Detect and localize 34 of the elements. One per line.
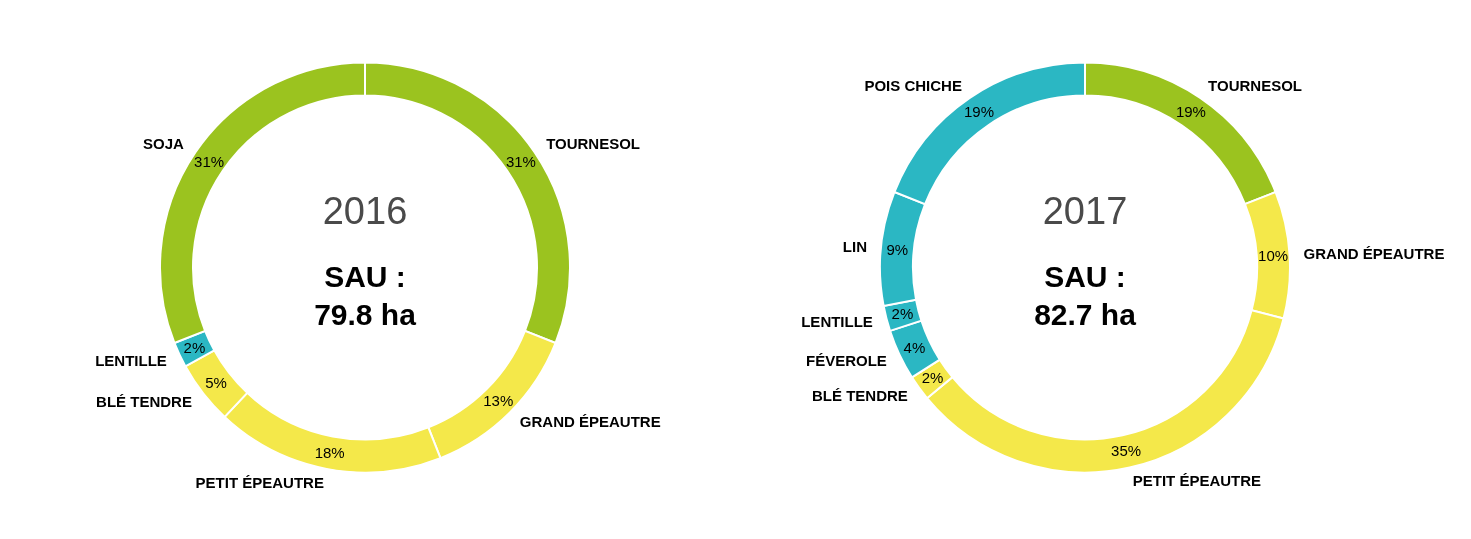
data-label: 2% xyxy=(891,305,914,323)
data-label: 13% xyxy=(483,391,514,409)
data-label: 19% xyxy=(1175,102,1206,120)
data-label: 31% xyxy=(194,152,225,170)
data-label: 10% xyxy=(1258,246,1289,264)
slice-label: SOJA xyxy=(143,135,185,153)
text: 2017 xyxy=(1042,189,1128,232)
data-label: 2% xyxy=(183,338,206,356)
slice-label: PETIT ÉPEAUTRE xyxy=(1132,472,1262,490)
text: SAU : xyxy=(1044,259,1126,293)
text: SAU : xyxy=(324,259,406,293)
data-label: 4% xyxy=(903,338,926,356)
slice-label: POIS CHICHE xyxy=(864,77,962,95)
slice-label: FÉVEROLE xyxy=(805,351,887,369)
text: 2016 xyxy=(322,189,408,232)
data-label: 9% xyxy=(886,240,909,258)
text: 82.7 ha xyxy=(1034,297,1137,331)
slice-label: TOURNESOL xyxy=(546,135,641,153)
slice-label: TOURNESOL xyxy=(1208,77,1302,95)
text: 79.8 ha xyxy=(314,297,417,331)
data-label: 19% xyxy=(964,102,995,120)
slice-label: BLÉ TENDRE xyxy=(96,392,192,410)
slice-label: LENTILLE xyxy=(801,312,873,330)
data-label: 2% xyxy=(921,369,944,387)
slice-label: BLÉ TENDRE xyxy=(811,387,908,405)
data-label: 31% xyxy=(505,152,536,170)
slice-label: LIN xyxy=(842,237,867,255)
slice-label: GRAND ÉPEAUTRE xyxy=(519,413,661,431)
data-label: 5% xyxy=(205,374,227,392)
slice-label: LENTILLE xyxy=(95,351,167,369)
data-label: 18% xyxy=(314,443,345,461)
slice-label: PETIT ÉPEAUTRE xyxy=(195,473,324,491)
slice-label: GRAND ÉPEAUTRE xyxy=(1303,244,1445,262)
data-label: 35% xyxy=(1111,442,1142,460)
